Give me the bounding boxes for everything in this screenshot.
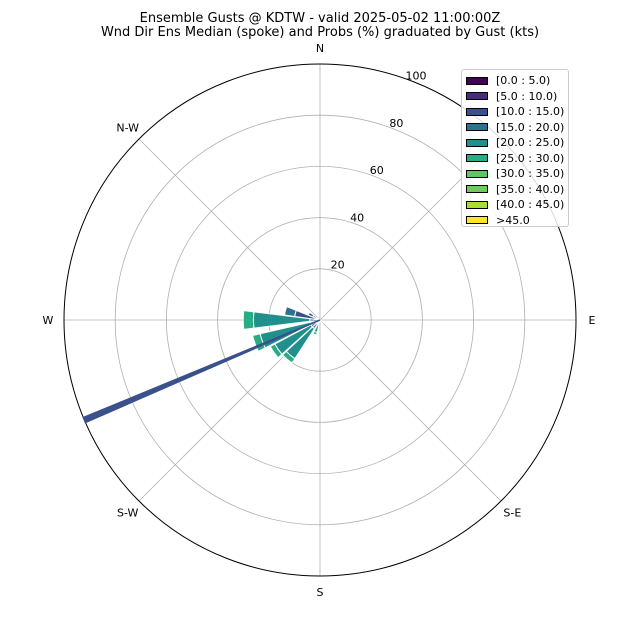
grid-ring (217, 217, 423, 423)
legend: [0.0 : 5.0) [5.0 : 10.0) [10.0 : 15.0) [15.… (461, 69, 569, 227)
direction-label: S-E (503, 506, 521, 519)
legend-entry: [35.0 : 40.0) (466, 182, 568, 198)
direction-label: N (316, 42, 324, 55)
radial-tick-label: 100 (405, 69, 426, 82)
legend-swatch (466, 216, 488, 225)
direction-label: E (589, 314, 596, 327)
rose-wedge (242, 310, 255, 330)
legend-entry: [30.0 : 35.0) (466, 166, 568, 182)
legend-entry: [20.0 : 25.0) (466, 135, 568, 151)
legend-label: [15.0 : 20.0) (496, 120, 565, 134)
radial-tick-label: 20 (331, 259, 345, 272)
legend-swatch (466, 107, 488, 116)
rose-wedge (312, 330, 318, 336)
grid-spoke (138, 138, 321, 321)
legend-entry: [5.0 : 10.0) (466, 89, 568, 105)
legend-label: [0.0 : 5.0) (496, 74, 551, 88)
legend-entry: [0.0 : 5.0) (466, 73, 568, 89)
legend-entry: >45.0 (466, 213, 568, 229)
rose-wedge (269, 343, 283, 359)
direction-label: N-W (116, 122, 139, 135)
rose-wedge (281, 350, 296, 364)
radial-tick-label: 80 (389, 117, 403, 130)
legend-swatch (466, 185, 488, 194)
grid-spoke (319, 319, 502, 502)
legend-entry: [25.0 : 30.0) (466, 151, 568, 167)
rose-wedge (283, 305, 297, 318)
legend-label: [30.0 : 35.0) (496, 167, 565, 181)
grid-ring (114, 114, 526, 526)
legend-label: [5.0 : 10.0) (496, 89, 558, 103)
chart-title: Ensemble Gusts @ KDTW - valid 2025-05-02… (139, 11, 501, 26)
legend-label: [25.0 : 30.0) (496, 151, 565, 165)
legend-swatch (466, 154, 488, 163)
legend-entry: [10.0 : 15.0) (466, 104, 568, 120)
legend-label: [40.0 : 45.0) (496, 198, 565, 212)
legend-entry: [15.0 : 20.0) (466, 120, 568, 136)
direction-label: S (317, 586, 324, 599)
legend-swatch (466, 169, 488, 178)
legend-swatch (466, 123, 488, 132)
radial-tick-label: 60 (370, 164, 384, 177)
rose-wedge (307, 311, 315, 318)
legend-swatch (466, 200, 488, 209)
radial-tick-label: 40 (350, 211, 364, 224)
legend-swatch (466, 76, 488, 85)
direction-label: W (43, 314, 54, 327)
legend-label: [20.0 : 25.0) (496, 136, 565, 150)
legend-swatch (466, 92, 488, 101)
polar-boundary (63, 63, 577, 577)
median-spoke (82, 319, 321, 424)
rose-wedge (319, 319, 326, 324)
chart-subtitle: Wnd Dir Ens Median (spoke) and Probs (%)… (100, 25, 540, 40)
axis-labels: 20 40 60 80 100 N N-W W S-W S S-E E (43, 42, 596, 599)
legend-swatch (466, 138, 488, 147)
rose-wedge (319, 319, 322, 324)
median-spoke-group (82, 319, 321, 424)
grid-ring (165, 165, 475, 475)
legend-label: >45.0 (496, 213, 530, 227)
direction-label: S-W (117, 506, 139, 519)
legend-label: [10.0 : 15.0) (496, 105, 565, 119)
legend-label: [35.0 : 40.0) (496, 182, 565, 196)
legend-entry: [40.0 : 45.0) (466, 197, 568, 213)
